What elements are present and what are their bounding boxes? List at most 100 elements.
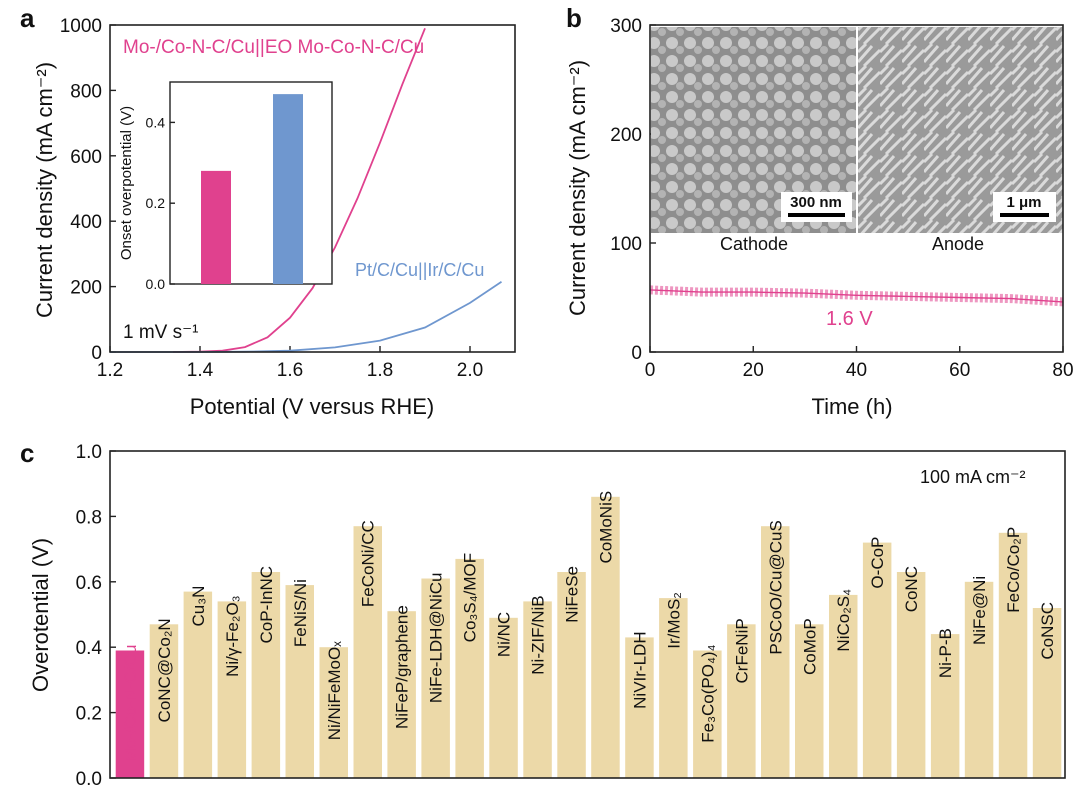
panel-a-xtick-label: 1.6	[277, 360, 303, 381]
panel-c-bar-label: PSCoO/Cu@CuS	[766, 520, 785, 654]
panel-a-xlabel: Potential (V versus RHE)	[190, 394, 435, 419]
panel-a-inset-frame	[169, 81, 333, 285]
panel-a-ytick-label: 1000	[60, 16, 102, 37]
panel-b-xtick-label: 60	[949, 360, 970, 381]
panel-c-bar	[319, 647, 348, 778]
panel-c-bar-label: Ni/NiFeMoOₓ	[325, 641, 344, 741]
panel-a-scan-rate: 1 mV s⁻¹	[123, 322, 198, 343]
panel-c-ytick-label: 0.4	[76, 638, 103, 659]
panel-a-inset: 0.0 0.2 0.4	[146, 94, 303, 292]
panel-c-bar	[964, 581, 994, 778]
panel-a-inset-ytick-label: 0.4	[146, 114, 166, 130]
panel-c-bar-label: Mo-/Co-N-C/Cu	[121, 645, 140, 763]
panel-c-current: 100 mA cm⁻²	[920, 467, 1026, 487]
panel-c-bar-label: Ni/NC	[495, 612, 514, 657]
panel-a-ytick-label: 400	[70, 212, 102, 233]
panel-c-bar	[421, 578, 450, 778]
anode-caption: Anode	[932, 234, 984, 254]
panel-c-bar-label: NiFeP/graphene	[393, 605, 412, 729]
panel-c-bars: Mo-/Co-N-C/Cu CoNC@Co₂N Cu₃N Ni/γ-Fe₂O₃ CoP-…	[115, 491, 1062, 779]
panel-a-inset-bar	[273, 94, 303, 285]
panel-c-bar	[387, 611, 416, 778]
panel-b-ticks: 0 20 40 60 80 0 100 200 300	[610, 16, 1073, 381]
panel-c-bar-label: Ni-P-B	[936, 628, 955, 678]
panel-c-ytick-label: 0.2	[76, 704, 102, 725]
panel-b-xtick-label: 0	[645, 360, 656, 381]
panel-a-inset-ylabel: Onset overpotential (V)	[118, 106, 135, 260]
panel-b-series	[649, 285, 1064, 307]
panel-c-bar	[455, 558, 484, 778]
panel-a-ytick-label: 200	[70, 278, 102, 299]
panel-a-xtick-label: 1.2	[97, 360, 123, 381]
panel-b: b Current density (mA cm⁻²) Time (h) 0 20…	[565, 3, 1074, 419]
panel-b-ytick-label: 100	[610, 234, 642, 255]
cathode-caption: Cathode	[720, 234, 788, 254]
panel-c-bar-label: CoNSC	[1038, 602, 1057, 660]
panel-b-xtick-label: 40	[846, 360, 867, 381]
panel-c-bar-label: FeCoNi/CC	[359, 520, 378, 607]
panel-b-ytick-label: 200	[610, 125, 642, 146]
panel-c-ytick-label: 0.0	[76, 769, 102, 790]
panel-c-bar-label: NiFe@Ni	[970, 576, 989, 645]
panel-c-bar	[251, 572, 281, 778]
panel-c-bar	[591, 496, 620, 778]
panel-b-frame	[649, 24, 1064, 353]
panel-b-xtick-label: 80	[1052, 360, 1073, 381]
panel-c-bar-label: CoNC	[902, 566, 921, 612]
panel-c-ytick-label: 0.8	[76, 507, 102, 528]
panel-c-bar	[998, 532, 1028, 779]
panel-c-bar-label: CrFeNiP	[732, 618, 751, 683]
panel-c-ylabel: Overotential (V)	[28, 538, 53, 692]
panel-c-bar	[149, 624, 179, 778]
panel-c-bar	[862, 542, 892, 778]
panel-c-bar	[217, 601, 247, 778]
panel-a-xtick-label: 2.0	[457, 360, 483, 381]
panel-a-xtick-label: 1.8	[367, 360, 393, 381]
panel-c-bar	[625, 637, 654, 778]
panel-c-bar-label: CoP-InNC	[257, 566, 276, 643]
panel-c: c Overotential (V) 0.0 0.2 0.4 0.6 0.8 1.0 Mo…	[20, 438, 1066, 790]
panel-a-legend-mo: Mo-/Co-N-C/Cu||EO Mo-Co-N-C/Cu	[123, 37, 424, 58]
panel-c-bar	[727, 624, 756, 778]
panel-c-ytick-label: 1.0	[76, 442, 102, 463]
panel-a-xtick-label: 1.4	[187, 360, 214, 381]
panel-a-inset-bar	[201, 170, 231, 284]
panel-a-ytick-label: 0	[91, 343, 102, 364]
panel-c-bar	[183, 591, 213, 778]
panel-c-bar-label: CoNC@Co₂N	[155, 618, 174, 722]
panel-c-bar-label: Ni/γ-Fe₂O₃	[223, 595, 242, 677]
panel-c-ytick-label: 0.6	[76, 573, 102, 594]
panel-a-ylabel: Current density (mA cm⁻²)	[32, 62, 57, 318]
panel-b-ytick-label: 300	[610, 16, 642, 37]
panel-c-bar	[1032, 608, 1062, 778]
panel-c-ticks: 0.0 0.2 0.4 0.6 0.8 1.0	[76, 442, 116, 790]
panel-b-ylabel: Current density (mA cm⁻²)	[565, 60, 590, 316]
panel-c-bar	[115, 650, 145, 778]
panel-c-bar-label: NiCo₂S₄	[834, 589, 853, 652]
panel-c-bar-label: Ir/MoS₂	[664, 592, 683, 649]
panel-c-bar-label: FeNiS/Ni	[291, 579, 310, 647]
panel-a-series-mo	[172, 27, 426, 353]
panel-c-bar	[489, 617, 518, 778]
panel-c-bar-label: Cu₃N	[189, 586, 208, 627]
panel-a-inset-ytick-label: 0.2	[146, 195, 166, 211]
panel-a-legend-pt: Pt/C/Cu||Ir/C/Cu	[355, 260, 484, 280]
panel-a-inset-ytick-label: 0.0	[146, 276, 166, 292]
panel-c-bar-label: NiVIr-LDH	[630, 631, 649, 708]
panel-c-bar	[795, 624, 824, 778]
panel-a-label: a	[20, 3, 35, 33]
cathode-scalebar-label: 300 nm	[790, 194, 842, 211]
panel-c-bar	[285, 585, 314, 778]
panel-c-bar-label: Co₃S₄/MOF	[461, 553, 480, 642]
panel-c-bar	[659, 598, 688, 778]
panel-c-bar	[930, 634, 960, 778]
panel-c-bar	[557, 572, 586, 778]
panel-a: a Current density (mA cm⁻²) Potential (V…	[20, 3, 516, 419]
panel-c-bar	[761, 526, 790, 778]
anode-scalebar-label: 1 μm	[1006, 194, 1041, 211]
panel-b-xlabel: Time (h)	[811, 394, 892, 419]
panel-c-bar-label: CoMoP	[800, 618, 819, 675]
panel-c-bar-label: NiFeSe	[563, 566, 582, 623]
panel-a-ticks: 1.2 1.4 1.6 1.8 2.0 0 200 400 600 800 1000	[60, 16, 483, 381]
